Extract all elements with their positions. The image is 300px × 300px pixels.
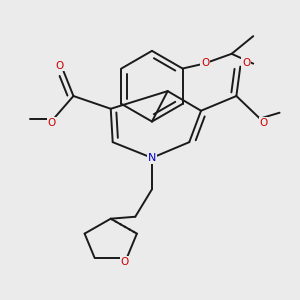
Text: O: O — [121, 257, 129, 267]
Text: O: O — [201, 58, 209, 68]
Text: O: O — [56, 61, 64, 70]
Text: N: N — [148, 153, 156, 163]
Text: O: O — [242, 58, 250, 68]
Text: O: O — [48, 118, 56, 128]
Text: O: O — [260, 118, 268, 128]
